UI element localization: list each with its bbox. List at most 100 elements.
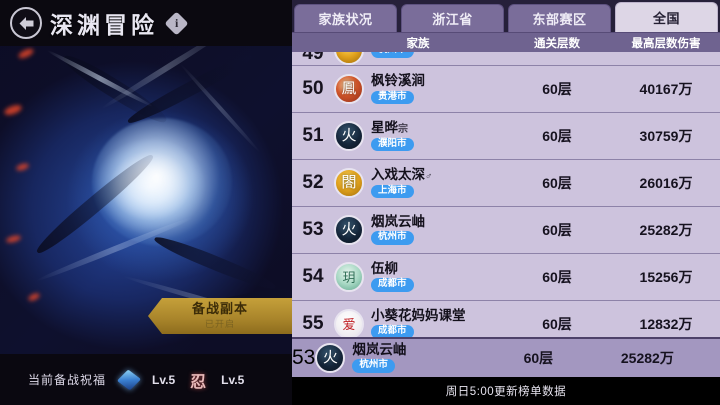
table-row[interactable]: 54 玥 伍柳 成都市 60层 15256万 [292, 254, 720, 301]
guild-avatar: 鳯 [334, 74, 364, 104]
row-rank: 53 [302, 219, 324, 240]
row-floor: 60层 [542, 128, 572, 144]
ember-particle [15, 162, 30, 172]
row-damage: 26016万 [639, 175, 693, 191]
prep-banner-title: 备战副本 [191, 300, 248, 316]
city-tag: 上海市 [371, 184, 414, 198]
guild-avatar: 閤 [334, 168, 364, 198]
row-guild: 閤 入戏太深♂ 上海市 [334, 167, 502, 198]
guild-name: 伍柳 [371, 261, 398, 277]
prep-dungeon-banner[interactable]: 备战副本 已开启 [148, 298, 292, 334]
table-row[interactable]: 53 火 烟岚云岫 杭州市 60层 25282万 [292, 207, 720, 254]
guild-name: 星晔宗 [371, 120, 408, 136]
row-guild: 火 烟岚云岫 杭州市 [334, 215, 502, 245]
city-tag: 成都市 [371, 278, 414, 292]
page-title: 深渊冒险 [50, 13, 158, 38]
avatar-glyph: 閤 [341, 174, 357, 191]
blessing-level-1: Lv.5 [152, 372, 176, 387]
column-headers: 家族 通关层数 最高层数伤害 [292, 32, 720, 52]
row-guild: 鳯 枫铃溪涧 贵港市 [334, 73, 502, 104]
guild-avatar: 玥 [334, 262, 364, 292]
row-guild: 火 星晔宗 濮阳市 [334, 120, 502, 151]
prep-banner-subtitle: 已开启 [204, 319, 235, 330]
tab-national[interactable]: 全国 [615, 2, 718, 32]
blessing-level-2: Lv.5 [221, 372, 245, 387]
table-row[interactable]: 51 火 星晔宗 濮阳市 60层 30759万 [292, 113, 720, 160]
row-floor: 60层 [542, 222, 572, 238]
guild-avatar: 爱 [334, 309, 364, 339]
guild-avatar: 火 [334, 215, 364, 245]
title-bar: 深渊冒险 i [0, 0, 292, 46]
row-damage: 12832万 [639, 316, 693, 332]
column-header-damage: 最高层数伤害 [631, 37, 701, 50]
row-rank: 55 [302, 313, 324, 334]
column-header-floor: 通关层数 [534, 37, 580, 50]
avatar-glyph: 火 [341, 221, 357, 238]
tab-region[interactable]: 东部赛区 [508, 4, 611, 32]
swirl-decoration [0, 26, 292, 354]
cube-icon[interactable] [116, 368, 142, 391]
city-tag: 濮阳市 [371, 137, 414, 151]
ranking-panel: 家族状况 浙江省 东部赛区 全国 家族 通关层数 最高层数伤害 49 [292, 0, 720, 405]
left-panel: 深渊冒险 i 备战副本 已开启 当前备战祝福 Lv.5 忍 Lv.5 [0, 0, 292, 405]
avatar-glyph: 鳯 [341, 80, 357, 97]
ranking-footer: 周日5:00更新榜单数据 [292, 377, 720, 405]
guild-name: 小葵花妈妈课堂 [371, 308, 466, 324]
footer-text: 周日5:00更新榜单数据 [445, 386, 567, 398]
avatar-glyph: 爱 [342, 316, 356, 332]
row-floor: 60层 [542, 316, 572, 332]
ranking-list[interactable]: 49 杭州市 50 鳯 [292, 52, 720, 348]
row-rank: 51 [302, 125, 324, 146]
self-guild: 火 烟岚云岫 杭州市 [315, 343, 483, 373]
shard-decoration [152, 232, 278, 294]
table-row[interactable]: 52 閤 入戏太深♂ 上海市 60层 26016万 [292, 160, 720, 207]
ember-particle [5, 234, 22, 244]
guild-name: 烟岚云岫 [371, 214, 425, 230]
city-tag: 杭州市 [371, 231, 414, 245]
row-rank: 52 [302, 172, 324, 193]
row-rank: 49 [302, 52, 324, 64]
column-header-family: 家族 [406, 37, 430, 50]
city-tag: 杭州市 [371, 52, 414, 58]
guild-avatar: 火 [315, 343, 346, 373]
self-floor: 60层 [523, 350, 554, 366]
city-tag: 杭州市 [352, 359, 395, 373]
row-guild: 杭州市 [334, 52, 502, 65]
guild-avatar: 火 [334, 121, 364, 151]
row-rank: 50 [302, 78, 324, 99]
shard-decoration [124, 49, 256, 129]
ember-particle [3, 103, 23, 117]
tab-family-status[interactable]: 家族状况 [294, 4, 397, 32]
avatar-glyph: 火 [341, 127, 357, 144]
guild-name: 入戏太深♂ [371, 167, 433, 183]
table-row[interactable]: 50 鳯 枫铃溪涧 贵港市 60层 40167万 [292, 66, 720, 113]
ember-particle [17, 46, 35, 61]
guild-avatar [334, 52, 364, 65]
info-icon[interactable]: i [164, 10, 189, 36]
avatar-glyph: 玥 [342, 269, 356, 285]
self-rank-row[interactable]: 53 火 烟岚云岫 杭州市 60层 25282万 [292, 337, 720, 377]
city-tag: 贵港市 [371, 90, 414, 104]
row-floor: 60层 [542, 81, 572, 97]
light-streak [45, 48, 155, 109]
table-row[interactable]: 49 杭州市 [292, 52, 720, 66]
ember-particle [27, 291, 41, 303]
blessing-label: 当前备战祝福 [28, 373, 107, 387]
avatar-glyph: 火 [322, 349, 338, 366]
row-guild: 爱 小葵花妈妈课堂 成都市 [334, 309, 502, 339]
city-tag: 成都市 [371, 325, 414, 339]
ranking-tabs: 家族状况 浙江省 东部赛区 全国 [292, 0, 720, 32]
ninja-glyph-icon[interactable]: 忍 [190, 373, 207, 391]
back-arrow-icon[interactable] [10, 7, 42, 39]
row-damage: 40167万 [639, 81, 693, 97]
row-damage: 30759万 [639, 128, 693, 144]
row-damage: 15256万 [639, 269, 693, 285]
row-guild: 玥 伍柳 成都市 [334, 262, 502, 292]
self-damage: 25282万 [620, 350, 674, 366]
row-rank: 54 [302, 266, 324, 287]
tab-province[interactable]: 浙江省 [401, 4, 504, 32]
blessing-bar: 当前备战祝福 Lv.5 忍 Lv.5 [0, 354, 292, 405]
dungeon-artwork [0, 26, 292, 354]
row-floor: 60层 [542, 269, 572, 285]
